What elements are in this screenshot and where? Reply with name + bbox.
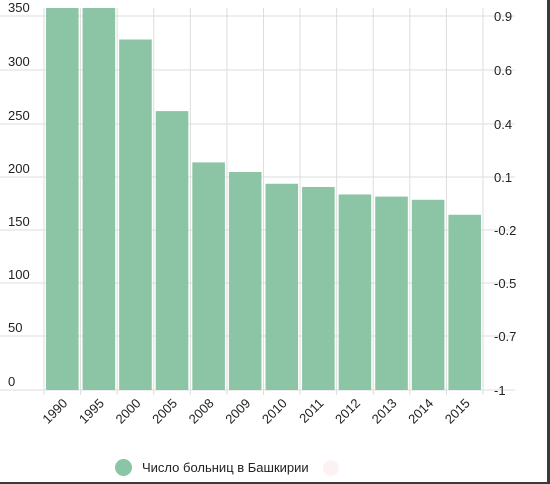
- bar-2015: [448, 214, 481, 390]
- bar-2009: [228, 172, 262, 390]
- bar-2000: [119, 39, 152, 390]
- x-tick-label: 2000: [113, 396, 144, 427]
- y-tick-left: 250: [8, 108, 30, 123]
- legend-label: Число больниц в Башкирии: [142, 460, 309, 475]
- x-tick-label: 1990: [39, 396, 70, 427]
- x-tick-label: 2012: [332, 396, 363, 427]
- legend-faded-marker-icon: [322, 459, 339, 476]
- bar-2014: [411, 199, 445, 390]
- bar-1995: [82, 8, 116, 390]
- y-tick-left: 0: [8, 374, 15, 389]
- legend-swatch-icon: [115, 459, 132, 476]
- window-edge-right: [547, 0, 550, 484]
- x-tick-label: 2015: [442, 396, 473, 427]
- y-tick-right: -0.2: [494, 223, 516, 238]
- bar-2008: [192, 162, 225, 390]
- y-tick-right: 0.9: [494, 9, 512, 24]
- y-tick-left: 50: [8, 320, 22, 335]
- y-tick-right: 0.6: [494, 63, 512, 78]
- y-tick-right: 0.4: [494, 117, 512, 132]
- bar-2012: [338, 194, 372, 390]
- x-tick-label: 2010: [259, 396, 290, 427]
- bar-2005: [155, 111, 189, 391]
- legend[interactable]: Число больниц в Башкирии: [115, 459, 339, 476]
- y-tick-left: 200: [8, 161, 30, 176]
- x-tick-label: 2008: [186, 396, 217, 427]
- y-tick-left: 350: [8, 0, 30, 15]
- y-tick-left: 150: [8, 214, 30, 229]
- x-tick-label: 2014: [405, 396, 436, 427]
- y-tick-right: -0.5: [494, 276, 516, 291]
- y-tick-left: 300: [8, 54, 30, 69]
- window-edge-bottom: [0, 482, 550, 484]
- y-tick-right: -1: [494, 383, 506, 398]
- x-tick-label: 2013: [369, 396, 400, 427]
- x-tick-label: 2009: [222, 396, 253, 427]
- bar-1990: [46, 8, 79, 390]
- bar-2011: [302, 186, 335, 390]
- x-tick-label: 2005: [149, 396, 180, 427]
- y-tick-right: -0.7: [494, 329, 516, 344]
- x-tick-label: 1995: [76, 396, 107, 427]
- x-tick-label: 2011: [296, 396, 326, 426]
- bar-2013: [375, 196, 408, 390]
- y-tick-left: 100: [8, 267, 30, 282]
- y-tick-right: 0.1: [494, 170, 512, 185]
- bar-2010: [265, 183, 299, 390]
